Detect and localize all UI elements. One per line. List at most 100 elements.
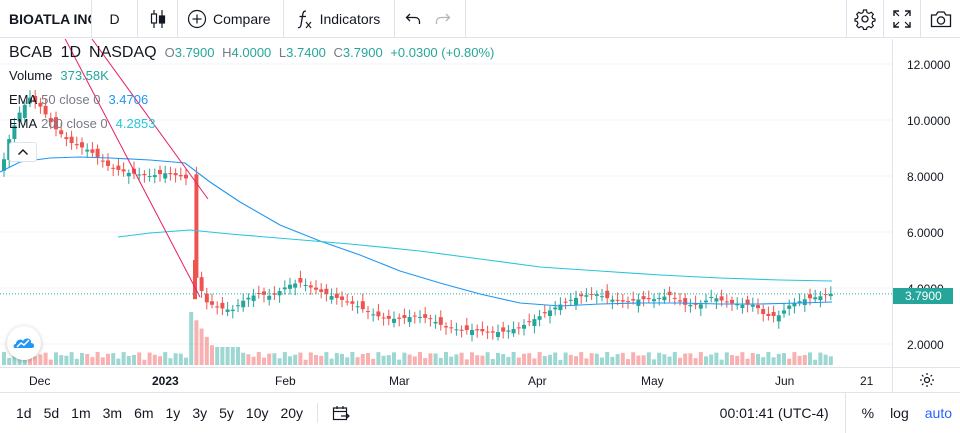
range-6m-button[interactable]: 6m bbox=[134, 405, 154, 421]
range-3m-button[interactable]: 3m bbox=[102, 405, 123, 421]
candle-body bbox=[137, 174, 142, 176]
indicators-button[interactable]: Indicators bbox=[284, 0, 396, 38]
fullscreen-button[interactable] bbox=[883, 0, 920, 38]
chart-pane[interactable] bbox=[0, 39, 892, 367]
top-toolbar: BIOATLA INC D Compare Indicators bbox=[0, 0, 960, 38]
range-10y-button[interactable]: 10y bbox=[245, 405, 269, 421]
study-legend-ema200[interactable]: EMA 200 close 0 4.2853 bbox=[9, 116, 494, 140]
divider bbox=[317, 403, 319, 423]
date-range-icon bbox=[332, 406, 350, 421]
candle-body bbox=[428, 318, 433, 320]
volume-bar bbox=[709, 354, 714, 365]
log-scale-button[interactable]: log bbox=[890, 405, 909, 421]
candle-body bbox=[688, 304, 693, 307]
volume-bar bbox=[267, 353, 272, 365]
study-name: Volume bbox=[9, 68, 53, 83]
volume-bar bbox=[85, 353, 90, 365]
candle-body bbox=[797, 301, 802, 303]
volume-bar bbox=[787, 358, 792, 365]
range-1d-button[interactable]: 1d bbox=[16, 405, 32, 421]
low-key: L bbox=[278, 45, 287, 60]
interval-button[interactable]: D bbox=[92, 0, 138, 38]
symbol-search-button[interactable]: BIOATLA INC bbox=[0, 0, 92, 38]
trend-line bbox=[91, 39, 209, 200]
range-20y-button[interactable]: 20y bbox=[280, 405, 304, 421]
study-value: 4.2853 bbox=[115, 116, 156, 131]
candle-body bbox=[293, 283, 298, 288]
volume-bar bbox=[667, 356, 672, 365]
volume-bar bbox=[199, 328, 204, 365]
redo-icon[interactable] bbox=[435, 12, 451, 26]
study-legend-ema50[interactable]: EMA 50 close 0 3.4706 bbox=[9, 92, 494, 116]
date-range-buttons: 1d 5d 1m 3m 6m 1y 3y 5y 10y 20y bbox=[0, 393, 309, 433]
go-to-date-button[interactable] bbox=[326, 405, 356, 421]
auto-scale-button[interactable]: auto bbox=[924, 405, 952, 421]
range-5d-button[interactable]: 5d bbox=[43, 405, 60, 421]
range-3y-button[interactable]: 3y bbox=[192, 405, 208, 421]
settings-button[interactable] bbox=[846, 0, 883, 38]
fullscreen-icon bbox=[893, 10, 911, 28]
volume-bar bbox=[381, 355, 386, 365]
candle-body bbox=[698, 304, 703, 309]
volume-bar bbox=[511, 352, 516, 365]
candle-body bbox=[594, 294, 599, 296]
volume-bar bbox=[215, 347, 220, 365]
camera-icon bbox=[930, 11, 951, 28]
volume-bar bbox=[230, 347, 235, 365]
axis-settings-button[interactable] bbox=[892, 367, 960, 393]
volume-bar bbox=[532, 358, 537, 365]
candle-body bbox=[314, 287, 318, 290]
candle-body bbox=[542, 312, 547, 314]
candle-body bbox=[371, 314, 376, 316]
volume-bar bbox=[345, 357, 350, 365]
candle-body bbox=[605, 290, 610, 299]
range-1m-button[interactable]: 1m bbox=[71, 405, 91, 421]
candle-body bbox=[407, 317, 412, 323]
candle-body bbox=[808, 294, 812, 299]
timezone-clock[interactable]: 00:01:41 (UTC-4) bbox=[719, 405, 829, 421]
volume-bar bbox=[818, 352, 823, 365]
chart-legend: BCAB 1D NASDAQ O3.7900 H4.0000 L3.7400 C… bbox=[9, 44, 494, 140]
candle-body bbox=[485, 331, 490, 333]
legend-collapse-button[interactable] bbox=[9, 142, 37, 162]
volume-bar bbox=[210, 345, 214, 365]
study-params: 200 close 0 bbox=[41, 116, 108, 131]
compare-button[interactable]: Compare bbox=[178, 0, 284, 38]
volume-bar bbox=[750, 352, 755, 365]
candle-body bbox=[745, 299, 750, 305]
candle-body bbox=[345, 301, 350, 303]
candle-body bbox=[683, 298, 688, 305]
tradingview-logo[interactable] bbox=[7, 326, 41, 360]
main-series-legend[interactable]: BCAB 1D NASDAQ O3.7900 H4.0000 L3.7400 C… bbox=[9, 44, 494, 68]
volume-bar bbox=[579, 352, 584, 365]
price-scale[interactable]: 12.0000 10.0000 8.0000 6.0000 4.0000 2.0… bbox=[892, 39, 960, 367]
volume-bar bbox=[126, 355, 131, 365]
candle-body bbox=[90, 149, 95, 153]
volume-bar bbox=[298, 352, 303, 365]
candle-body bbox=[54, 117, 58, 130]
price-chart[interactable] bbox=[0, 39, 892, 367]
range-1y-button[interactable]: 1y bbox=[165, 405, 181, 421]
range-5y-button[interactable]: 5y bbox=[219, 405, 234, 421]
candle-body bbox=[631, 299, 636, 301]
percent-scale-button[interactable]: % bbox=[844, 393, 882, 433]
gear-icon bbox=[854, 9, 876, 30]
volume-bar bbox=[501, 354, 506, 365]
snapshot-button[interactable] bbox=[920, 0, 960, 38]
volume-bar bbox=[22, 358, 27, 365]
candle-body bbox=[121, 169, 126, 172]
high-value: 4.0000 bbox=[231, 45, 272, 60]
volume-bar bbox=[173, 353, 178, 365]
time-axis[interactable]: Dec 2023 Feb Mar Apr May Jun 21 bbox=[0, 367, 892, 393]
undo-icon[interactable] bbox=[405, 12, 421, 26]
volume-bar bbox=[475, 355, 480, 365]
volume-bar bbox=[735, 355, 740, 365]
volume-bar bbox=[641, 355, 646, 365]
volume-bar bbox=[256, 352, 261, 365]
volume-bar bbox=[90, 357, 95, 365]
study-legend-volume[interactable]: Volume 373.58K bbox=[9, 68, 494, 92]
candles-icon bbox=[150, 9, 165, 28]
candle-body bbox=[574, 297, 578, 305]
volume-bar bbox=[376, 352, 381, 365]
chart-type-button[interactable] bbox=[138, 0, 178, 38]
